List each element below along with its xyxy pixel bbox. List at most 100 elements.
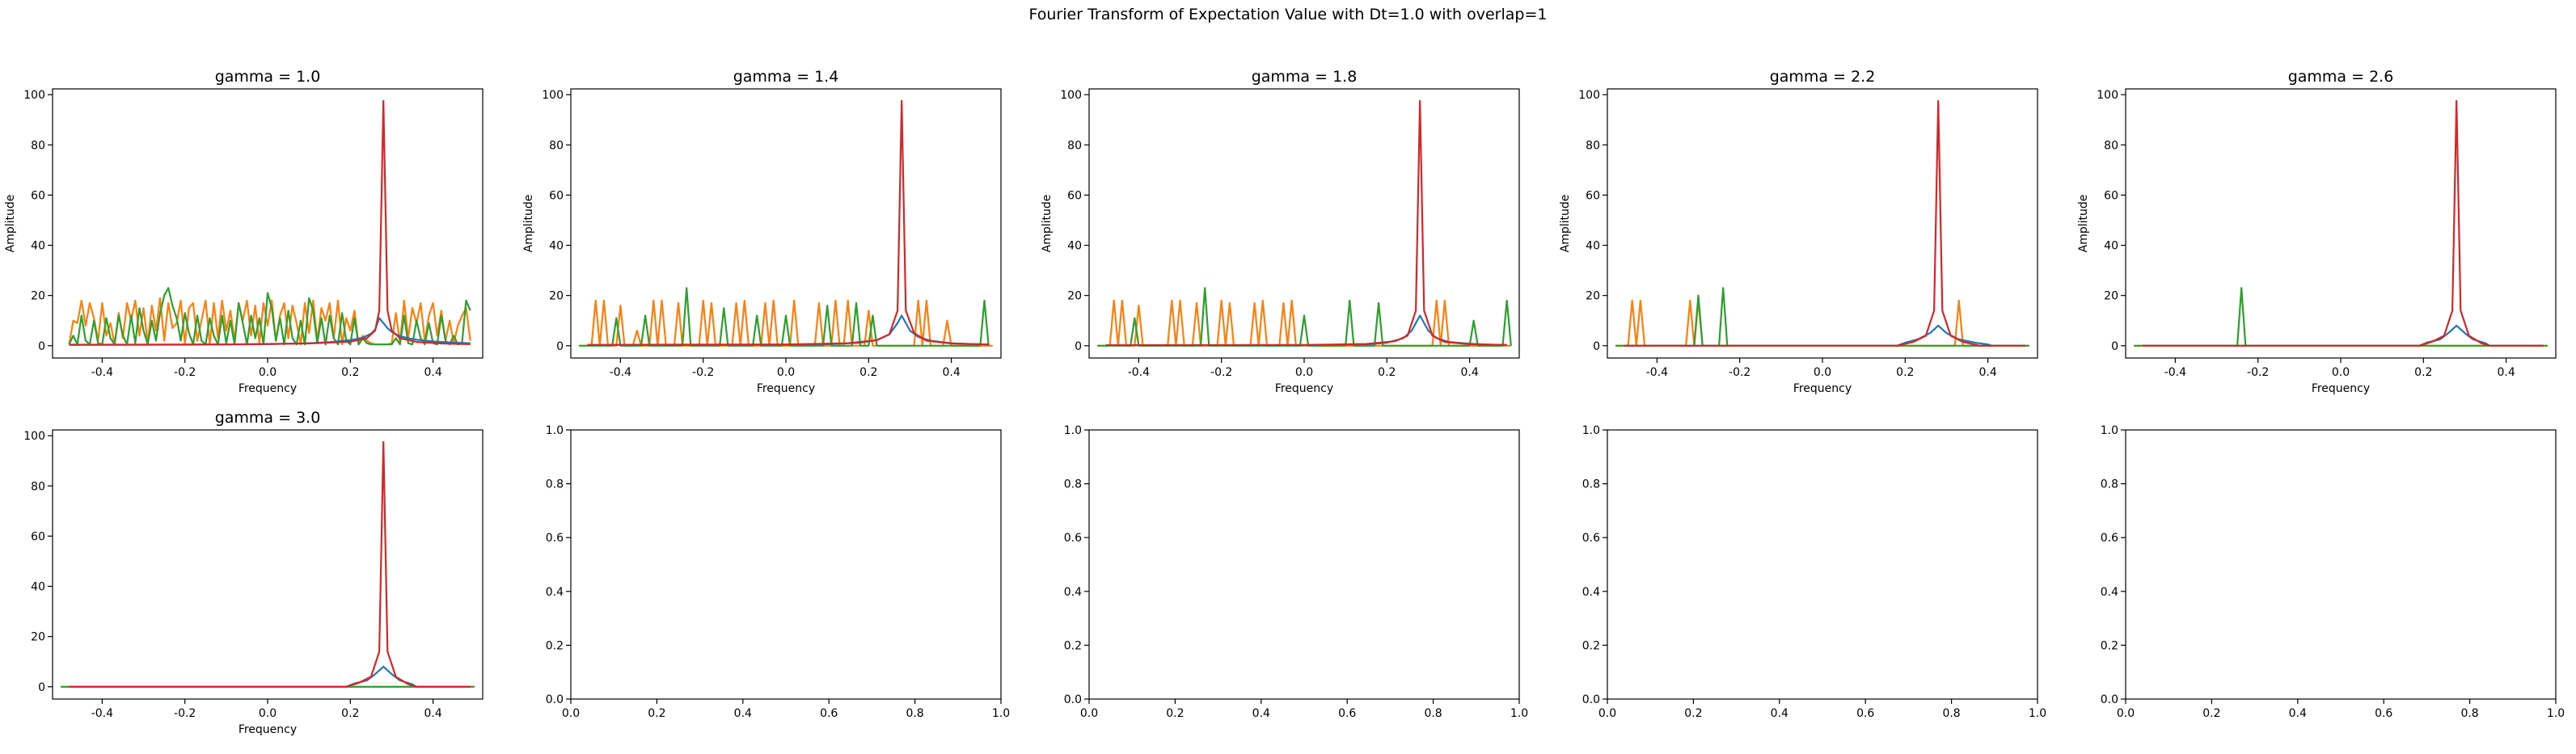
y-tick-label: 60	[2104, 189, 2118, 202]
x-tick-label: 0.0	[1814, 366, 1831, 379]
x-tick-label: 0.4	[424, 366, 441, 379]
y-tick-label: 60	[1067, 189, 1082, 202]
x-tick-label: 0.0	[259, 707, 277, 720]
x-tick-label: 0.4	[1460, 366, 1478, 379]
subplot-title: gamma = 2.6	[2288, 68, 2394, 86]
y-tick-label: 20	[1586, 290, 1600, 303]
x-tick-label: 0.4	[942, 366, 960, 379]
series-red-line	[69, 440, 471, 688]
x-tick-label: -0.2	[1729, 366, 1750, 379]
x-tick-label: 0.0	[259, 366, 277, 379]
y-tick-label: 0.4	[2101, 586, 2118, 599]
x-tick-label: 1.0	[2547, 707, 2565, 720]
x-tick-label: -0.4	[1646, 366, 1668, 379]
series-green-line	[579, 287, 990, 347]
x-tick-label: -0.4	[610, 366, 631, 379]
subplot-4: -0.4 -0.2 0.0 0.2 0.4 0 20 40 60 80 100 gamma = 2.2…	[1559, 68, 2038, 395]
series-blue-line	[2142, 324, 2544, 347]
subplot-3: -0.4 -0.2 0.0 0.2 0.4 0 20 40 60 80 100 gamma = 1.8…	[1041, 68, 1520, 395]
series-green-line	[68, 287, 471, 346]
y-tick-label: 0	[556, 340, 564, 353]
x-tick-label: 0.2	[1684, 707, 1702, 720]
subplot-5: -0.4 -0.2 0.0 0.2 0.4 0 20 40 60 80 100 gamma = 2.6…	[2077, 68, 2557, 395]
x-tick-label: 0.2	[341, 707, 359, 720]
y-tick-label: 40	[1067, 240, 1082, 253]
y-tick-label: 1.0	[546, 424, 564, 437]
y-tick-label: 40	[31, 581, 45, 594]
x-tick-label: 0.2	[341, 366, 359, 379]
x-tick-label: 0.6	[1856, 707, 1874, 720]
y-tick-label: 0	[1075, 340, 1082, 353]
y-tick-label: 0.8	[1064, 478, 1082, 491]
series-orange-line	[1615, 299, 2029, 347]
y-tick-label: 0.6	[1064, 532, 1082, 545]
x-tick-label: 0.0	[1080, 707, 1098, 720]
y-tick-label: 80	[549, 139, 564, 152]
y-tick-label: 40	[31, 240, 45, 253]
y-tick-label: 0.8	[2101, 478, 2118, 491]
y-tick-label: 0.2	[1582, 639, 1600, 652]
y-tick-label: 80	[1067, 139, 1082, 152]
x-tick-label: 1.0	[1510, 707, 1528, 720]
y-tick-label: 0.4	[1064, 586, 1082, 599]
x-tick-label: 0.0	[562, 707, 580, 720]
subplot-title: gamma = 1.4	[733, 68, 839, 86]
x-axis-label: Frequency	[1793, 382, 1852, 395]
x-tick-label: 0.2	[2202, 707, 2220, 720]
x-tick-label: 0.0	[777, 366, 795, 379]
subplot-title: gamma = 2.2	[1770, 68, 1876, 86]
x-tick-label: 0.2	[1378, 366, 1396, 379]
x-axis-label: Frequency	[239, 382, 297, 395]
plot-frame	[1607, 429, 2038, 700]
y-tick-label: 0.4	[546, 586, 564, 599]
y-tick-label: 60	[1586, 189, 1600, 202]
x-tick-label: -0.2	[174, 707, 196, 720]
subplot-1: -0.4 -0.2 0.0 0.2 0.4 0 20 40 60 80 100 gamma = 1.0…	[4, 68, 484, 395]
subplot-title: gamma = 3.0	[215, 409, 321, 427]
x-tick-label: 0.4	[1252, 707, 1270, 720]
subplot-9: 0.0 0.2 0.4 0.6 0.8 1.0 0.0 0.2 0.4 0.6 0.8 1.0	[1582, 424, 2046, 720]
y-tick-label: 0.0	[1064, 693, 1082, 706]
series-red-line	[69, 99, 471, 346]
x-tick-label: 0.8	[1942, 707, 1960, 720]
x-tick-label: -0.2	[1210, 366, 1232, 379]
plot-frame	[2125, 88, 2557, 359]
y-tick-label: 100	[2097, 89, 2118, 102]
y-axis-label: Amplitude	[1041, 195, 1054, 253]
y-tick-label: 100	[23, 89, 45, 102]
x-tick-label: 0.4	[424, 707, 441, 720]
y-tick-label: 60	[31, 530, 45, 543]
x-tick-label: -0.4	[91, 707, 113, 720]
x-tick-label: -0.2	[2247, 366, 2269, 379]
x-tick-label: 0.4	[2497, 366, 2515, 379]
x-tick-label: 0.6	[820, 707, 838, 720]
y-tick-label: 0.6	[546, 532, 564, 545]
x-tick-label: -0.2	[174, 366, 196, 379]
y-tick-label: 0	[2111, 340, 2118, 353]
subplot-title: gamma = 1.8	[1252, 68, 1358, 86]
y-tick-label: 100	[1060, 89, 1082, 102]
plot-frame	[2125, 429, 2557, 700]
plot-frame	[1088, 429, 1520, 700]
x-tick-label: 0.2	[1166, 707, 1184, 720]
subplot-10: 0.0 0.2 0.4 0.6 0.8 1.0 0.0 0.2 0.4 0.6 0.8 1.0	[2101, 424, 2565, 720]
y-tick-label: 100	[542, 89, 564, 102]
x-axis-label: Frequency	[2312, 382, 2370, 395]
y-tick-label: 0.8	[1582, 478, 1600, 491]
y-tick-label: 0	[38, 681, 45, 694]
y-tick-label: 40	[1586, 240, 1600, 253]
plot-frame	[52, 429, 484, 700]
y-axis-label: Amplitude	[1559, 195, 1572, 253]
y-tick-label: 0.2	[1064, 639, 1082, 652]
x-tick-label: 0.6	[1338, 707, 1356, 720]
y-tick-label: 40	[549, 240, 564, 253]
y-tick-label: 60	[549, 189, 564, 202]
x-tick-label: -0.2	[692, 366, 714, 379]
x-tick-label: 0.2	[1896, 366, 1914, 379]
series-red-line	[2142, 99, 2544, 347]
plot-frame	[1607, 88, 2038, 359]
x-tick-label: -0.4	[91, 366, 113, 379]
x-tick-label: 0.4	[1771, 707, 1788, 720]
x-tick-label: 0.8	[1424, 707, 1442, 720]
